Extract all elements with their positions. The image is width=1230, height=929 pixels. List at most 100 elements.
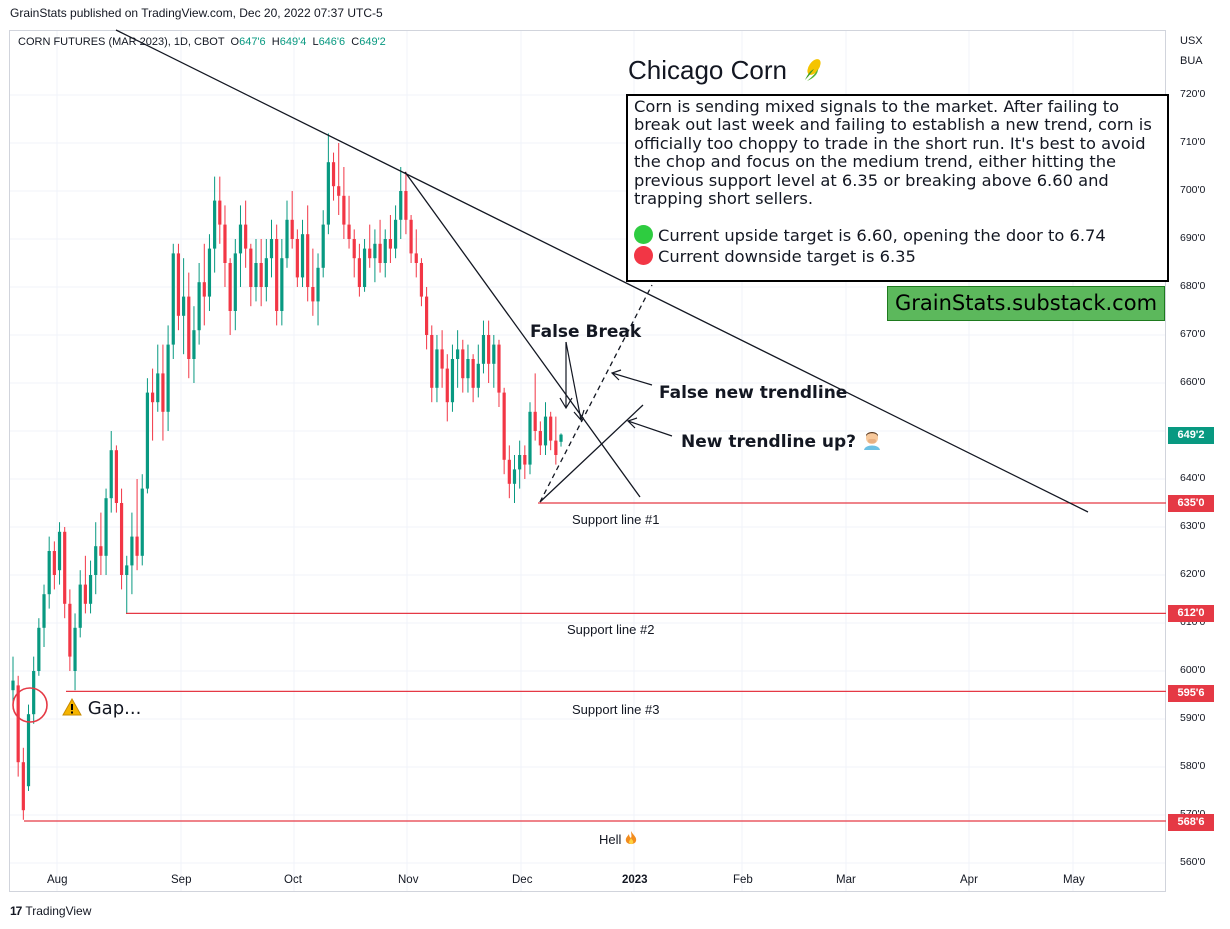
candle [311, 248, 315, 316]
brand-link[interactable]: GrainStats.substack.com [887, 286, 1165, 321]
candle [357, 243, 361, 297]
candle [192, 306, 196, 383]
legend-close-label: C [351, 36, 360, 48]
candle-body [450, 359, 455, 403]
candle-body [518, 455, 522, 470]
candle-body [73, 627, 77, 671]
candle-body [492, 344, 496, 364]
candle-body [378, 243, 382, 263]
candle [109, 431, 113, 513]
y-tick-label: 660'0 [1180, 376, 1206, 388]
y-tick-label: 580'0 [1180, 760, 1206, 772]
candle [476, 344, 480, 398]
x-tick-label: Sep [171, 874, 192, 886]
footer[interactable]: 17 TradingView [10, 904, 91, 918]
candle [150, 368, 155, 441]
candle-body [197, 282, 201, 331]
candle [290, 191, 294, 249]
candle [316, 253, 320, 326]
x-tick-label: Feb [733, 874, 753, 886]
candle [254, 239, 258, 302]
candle-body [99, 546, 103, 556]
candle-body [192, 330, 196, 359]
candle [21, 747, 25, 820]
candle-body [213, 200, 217, 249]
candle [130, 512, 134, 595]
candle-body [47, 551, 51, 595]
candle [285, 200, 289, 268]
long-downtrend-line [115, 29, 1089, 513]
x-tick-label: Apr [960, 874, 978, 886]
candle-body [461, 349, 465, 379]
gap-circle-highlight [12, 687, 48, 723]
candle-body [466, 359, 470, 379]
candle [425, 287, 429, 350]
candle-body [409, 219, 413, 254]
candle [300, 219, 305, 287]
new-trendline-annotation: New trendline up? [681, 430, 882, 452]
candle [487, 320, 491, 383]
candle-body [202, 282, 206, 297]
support-line-1-label: Support line #1 [572, 512, 660, 527]
facepalm-emoji-icon [863, 432, 880, 450]
candle-body [368, 248, 372, 259]
candle-body [228, 263, 232, 311]
candle [430, 325, 434, 403]
candlestick-series [11, 133, 563, 820]
candle [125, 555, 129, 614]
candle-body [321, 224, 325, 268]
candle-body [300, 234, 305, 278]
candle-body [78, 584, 82, 628]
new-trendline-arrow [626, 417, 673, 437]
candle-body [145, 392, 150, 489]
candle [166, 325, 170, 431]
candle [549, 411, 553, 451]
candle-body [161, 373, 165, 412]
upside-target: Current upside target is 6.60, opening t… [634, 225, 1161, 245]
candle-body [559, 434, 563, 442]
publish-info: GrainStats published on TradingView.com,… [10, 6, 383, 20]
symbol-legend: CORN FUTURES (MAR 2023), 1D, CBOT O647'6… [18, 36, 386, 48]
y-tick-label: 560'0 [1180, 856, 1206, 868]
candle-body [156, 373, 160, 403]
candle-body [280, 258, 284, 311]
candle [306, 205, 310, 302]
candle [140, 474, 144, 566]
candle [404, 171, 408, 235]
candle-body [326, 162, 330, 225]
candle [445, 354, 449, 422]
candle [104, 488, 108, 575]
candle-body [512, 469, 517, 484]
candle-body [487, 335, 491, 364]
currency-label: USX [1180, 35, 1203, 47]
y-tick-label: 670'0 [1180, 328, 1206, 340]
candle [218, 176, 222, 244]
corn-emoji-icon [805, 59, 821, 81]
candle-body [233, 253, 237, 311]
y-tick-label: 720'0 [1180, 88, 1206, 100]
candle-body [352, 239, 356, 259]
y-tick-label: 630'0 [1180, 520, 1206, 532]
candle [161, 344, 165, 441]
support-3-price-tag: 595'6 [1168, 685, 1214, 702]
candle-body [16, 685, 20, 763]
candle-body [187, 296, 191, 359]
candle [275, 224, 279, 326]
candle-body [543, 416, 548, 446]
legend-low: 646'6 [318, 36, 346, 48]
chart-title-text: Chicago Corn [628, 55, 787, 85]
candle-body [399, 191, 403, 220]
candle-body [430, 335, 434, 388]
gap-annotation: Gap... [62, 697, 141, 719]
candle [461, 339, 465, 393]
candle [233, 239, 237, 331]
candle-body [249, 248, 253, 287]
candle-body [11, 680, 15, 691]
candle-body [182, 296, 186, 316]
candle [197, 263, 201, 345]
candle [202, 243, 206, 326]
x-tick-label: Oct [284, 874, 302, 886]
candle-body [383, 239, 387, 263]
candle-body [295, 239, 299, 278]
